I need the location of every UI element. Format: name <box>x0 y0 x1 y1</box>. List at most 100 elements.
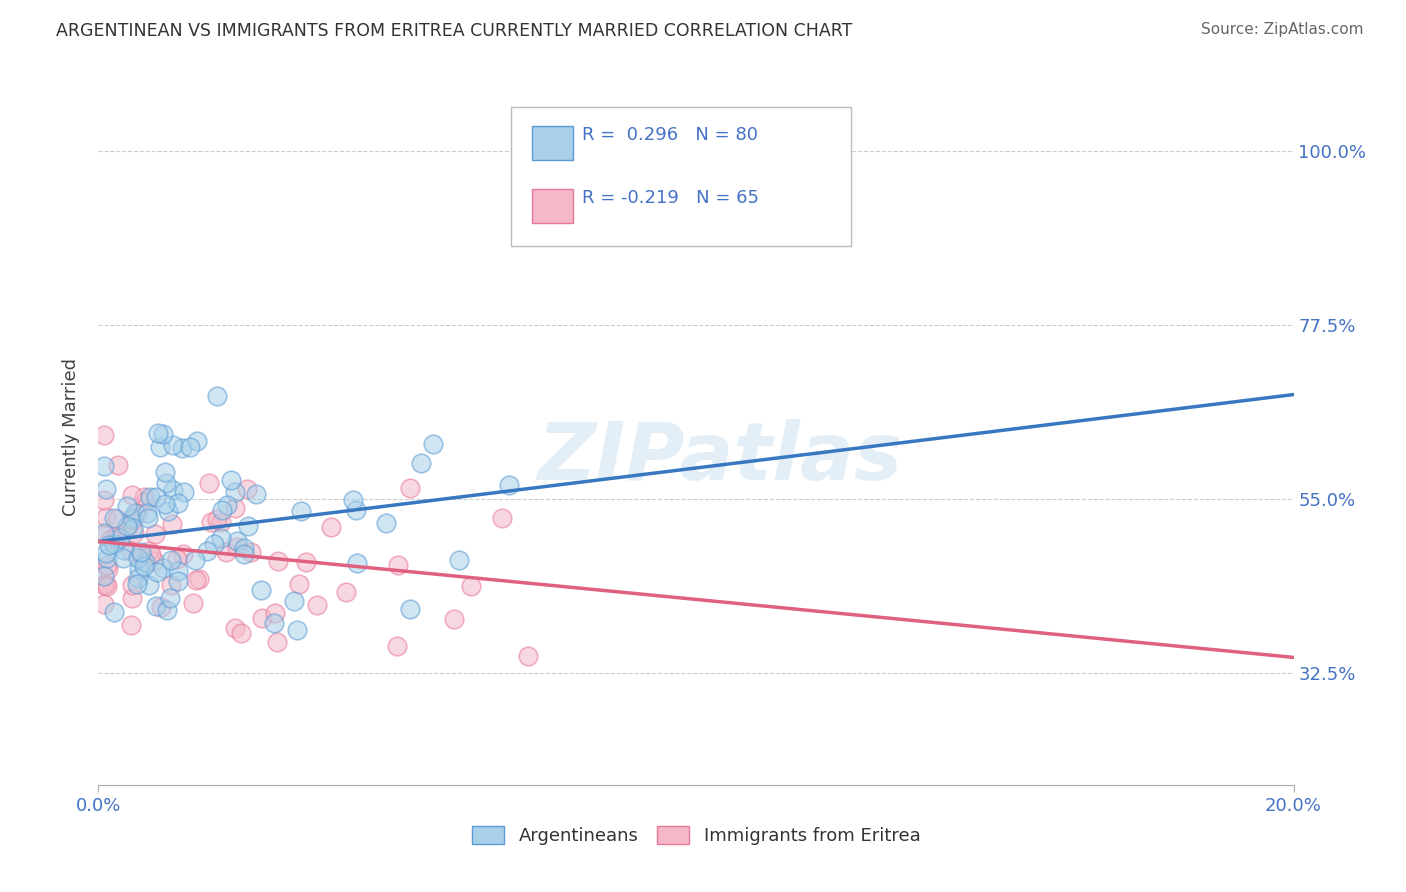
Point <box>125 577 148 591</box>
Point <box>128 562 150 576</box>
Point <box>134 555 156 569</box>
Point <box>152 560 174 574</box>
Point <box>122 513 145 527</box>
Point <box>141 547 163 561</box>
Legend: Argentineans, Immigrants from Eritrea: Argentineans, Immigrants from Eritrea <box>464 819 928 853</box>
Point <box>207 389 229 403</box>
Point <box>96 579 118 593</box>
Point <box>96 558 118 573</box>
Point <box>173 484 195 499</box>
Point <box>120 618 142 632</box>
Point <box>167 564 190 578</box>
Point <box>224 621 246 635</box>
Point <box>159 591 181 605</box>
Point <box>121 488 143 502</box>
Point <box>283 594 305 608</box>
Point <box>198 475 221 490</box>
Point <box>224 501 246 516</box>
Point <box>295 555 318 569</box>
Point <box>252 611 274 625</box>
Point <box>342 492 364 507</box>
Point <box>160 517 183 532</box>
Point <box>307 598 329 612</box>
Point <box>138 578 160 592</box>
Point <box>93 569 115 583</box>
FancyBboxPatch shape <box>533 126 572 161</box>
Point <box>188 572 211 586</box>
Point <box>195 543 218 558</box>
Point <box>179 441 201 455</box>
Point <box>97 562 120 576</box>
Point <box>153 465 176 479</box>
Point <box>173 547 195 561</box>
Point <box>145 491 167 505</box>
Point <box>225 533 247 548</box>
Point <box>491 511 513 525</box>
Point <box>184 553 207 567</box>
Point <box>224 484 246 499</box>
Point <box>211 503 233 517</box>
Point <box>240 545 263 559</box>
Point <box>96 546 118 560</box>
Point <box>167 496 190 510</box>
Point <box>93 528 115 542</box>
Point <box>287 576 309 591</box>
Point <box>422 437 444 451</box>
Point <box>105 512 128 526</box>
Point <box>460 579 482 593</box>
Point <box>112 542 135 557</box>
Y-axis label: Currently Married: Currently Married <box>62 358 80 516</box>
Point <box>127 571 149 585</box>
Point <box>103 605 125 619</box>
Point <box>166 552 188 566</box>
Point <box>183 596 205 610</box>
Point <box>285 624 308 638</box>
Point <box>120 544 142 558</box>
Point <box>112 551 135 566</box>
Point <box>162 438 184 452</box>
Point <box>399 602 422 616</box>
Point <box>93 458 115 473</box>
Point <box>266 634 288 648</box>
Point <box>236 482 259 496</box>
Point <box>132 558 155 573</box>
Point <box>93 493 115 508</box>
Point <box>93 526 115 541</box>
Point <box>335 584 357 599</box>
Point <box>108 531 131 545</box>
Point <box>209 531 232 545</box>
Point <box>267 554 290 568</box>
Point <box>97 537 120 551</box>
Point <box>346 556 368 570</box>
Point <box>170 441 193 455</box>
Point <box>93 427 115 442</box>
Point <box>200 516 222 530</box>
Point <box>159 577 181 591</box>
Point <box>344 503 367 517</box>
Point <box>186 434 208 448</box>
Point <box>387 558 409 573</box>
Point <box>443 611 465 625</box>
Point <box>136 506 159 520</box>
Point <box>149 599 172 614</box>
Point <box>236 519 259 533</box>
Point <box>103 537 125 551</box>
Point <box>498 477 520 491</box>
Point <box>162 483 184 497</box>
Point <box>319 520 342 534</box>
Point <box>264 606 287 620</box>
Point <box>160 553 183 567</box>
Point <box>129 546 152 560</box>
Point <box>138 543 160 558</box>
Point <box>134 490 156 504</box>
Point <box>134 495 156 509</box>
Text: R =  0.296   N = 80: R = 0.296 N = 80 <box>582 126 758 145</box>
Point <box>117 518 139 533</box>
Point <box>290 504 312 518</box>
Point <box>121 511 143 525</box>
Point <box>250 582 273 597</box>
Point <box>93 597 115 611</box>
Point <box>100 532 122 546</box>
Point <box>127 550 149 565</box>
Point <box>156 603 179 617</box>
